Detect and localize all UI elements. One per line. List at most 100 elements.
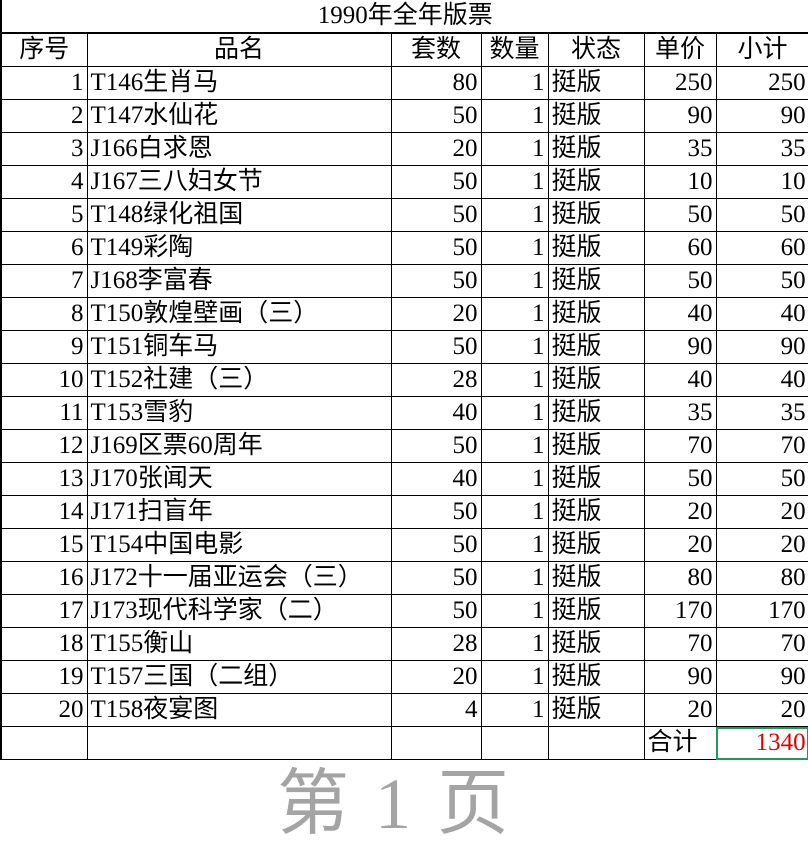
cell-name[interactable]: T155衡山 [86,627,392,661]
header-index[interactable]: 序号 [0,32,88,67]
cell-sets[interactable]: 50 [390,495,482,529]
cell-quantity[interactable]: 1 [480,429,549,463]
cell-unit-price[interactable]: 10 [643,165,717,199]
cell-name[interactable]: T152社建（三） [86,363,392,397]
cell-name[interactable]: T153雪豹 [86,396,392,430]
cell-quantity[interactable]: 1 [480,132,549,166]
cell-unit-price[interactable]: 50 [643,462,717,496]
cell-name[interactable]: T158夜宴图 [86,693,392,727]
cell-status[interactable]: 挺版 [547,429,645,463]
cell-unit-price[interactable]: 50 [643,264,717,298]
cell-index[interactable]: 9 [0,330,88,364]
cell-subtotal[interactable]: 90 [715,330,808,364]
cell-unit-price[interactable]: 90 [643,330,717,364]
cell-unit-price[interactable]: 90 [643,99,717,133]
cell-unit-price[interactable]: 60 [643,231,717,265]
cell-subtotal[interactable]: 40 [715,297,808,331]
cell-index[interactable]: 6 [0,231,88,265]
empty-cell[interactable] [390,726,482,760]
cell-status[interactable]: 挺版 [547,330,645,364]
cell-status[interactable]: 挺版 [547,297,645,331]
cell-name[interactable]: J171扫盲年 [86,495,392,529]
empty-cell[interactable] [547,726,645,760]
cell-status[interactable]: 挺版 [547,132,645,166]
cell-subtotal[interactable]: 50 [715,198,808,232]
cell-index[interactable]: 13 [0,462,88,496]
cell-subtotal[interactable]: 80 [715,561,808,595]
cell-subtotal[interactable]: 70 [715,627,808,661]
cell-sets[interactable]: 50 [390,561,482,595]
cell-name[interactable]: T154中国电影 [86,528,392,562]
cell-name[interactable]: T157三国（二组） [86,660,392,694]
cell-subtotal[interactable]: 90 [715,660,808,694]
cell-quantity[interactable]: 1 [480,462,549,496]
cell-status[interactable]: 挺版 [547,462,645,496]
cell-index[interactable]: 2 [0,99,88,133]
cell-name[interactable]: J168李富春 [86,264,392,298]
cell-subtotal[interactable]: 70 [715,429,808,463]
cell-status[interactable]: 挺版 [547,99,645,133]
header-name[interactable]: 品名 [86,32,392,67]
cell-index[interactable]: 1 [0,66,88,100]
cell-unit-price[interactable]: 20 [643,528,717,562]
cell-unit-price[interactable]: 250 [643,66,717,100]
cell-quantity[interactable]: 1 [480,594,549,628]
empty-cell[interactable] [480,726,549,760]
cell-quantity[interactable]: 1 [480,561,549,595]
cell-sets[interactable]: 50 [390,264,482,298]
cell-status[interactable]: 挺版 [547,396,645,430]
cell-index[interactable]: 8 [0,297,88,331]
header-status[interactable]: 状态 [547,32,645,67]
cell-sets[interactable]: 28 [390,627,482,661]
cell-subtotal[interactable]: 50 [715,264,808,298]
cell-sets[interactable]: 40 [390,396,482,430]
cell-status[interactable]: 挺版 [547,693,645,727]
cell-name[interactable]: J173现代科学家（二） [86,594,392,628]
cell-sets[interactable]: 20 [390,660,482,694]
cell-subtotal[interactable]: 20 [715,693,808,727]
cell-subtotal[interactable]: 50 [715,462,808,496]
total-value-selected-cell[interactable]: 1340 [715,726,808,760]
cell-quantity[interactable]: 1 [480,660,549,694]
cell-status[interactable]: 挺版 [547,264,645,298]
cell-unit-price[interactable]: 70 [643,627,717,661]
cell-subtotal[interactable]: 40 [715,363,808,397]
header-unit-price[interactable]: 单价 [643,32,717,67]
cell-index[interactable]: 18 [0,627,88,661]
cell-status[interactable]: 挺版 [547,561,645,595]
cell-subtotal[interactable]: 170 [715,594,808,628]
cell-index[interactable]: 11 [0,396,88,430]
cell-name[interactable]: T148绿化祖国 [86,198,392,232]
cell-name[interactable]: T149彩陶 [86,231,392,265]
cell-index[interactable]: 4 [0,165,88,199]
cell-quantity[interactable]: 1 [480,396,549,430]
cell-subtotal[interactable]: 10 [715,165,808,199]
cell-sets[interactable]: 4 [390,693,482,727]
cell-status[interactable]: 挺版 [547,495,645,529]
cell-status[interactable]: 挺版 [547,66,645,100]
cell-name[interactable]: T147水仙花 [86,99,392,133]
cell-quantity[interactable]: 1 [480,627,549,661]
cell-unit-price[interactable]: 20 [643,495,717,529]
cell-subtotal[interactable]: 20 [715,495,808,529]
cell-quantity[interactable]: 1 [480,165,549,199]
cell-quantity[interactable]: 1 [480,330,549,364]
cell-unit-price[interactable]: 35 [643,132,717,166]
cell-unit-price[interactable]: 40 [643,297,717,331]
cell-unit-price[interactable]: 40 [643,363,717,397]
cell-sets[interactable]: 50 [390,594,482,628]
cell-subtotal[interactable]: 20 [715,528,808,562]
cell-quantity[interactable]: 1 [480,198,549,232]
cell-quantity[interactable]: 1 [480,528,549,562]
cell-status[interactable]: 挺版 [547,231,645,265]
header-quantity[interactable]: 数量 [480,32,549,67]
cell-index[interactable]: 14 [0,495,88,529]
cell-subtotal[interactable]: 90 [715,99,808,133]
cell-status[interactable]: 挺版 [547,594,645,628]
cell-quantity[interactable]: 1 [480,495,549,529]
cell-name[interactable]: T151铜车马 [86,330,392,364]
cell-quantity[interactable]: 1 [480,99,549,133]
cell-sets[interactable]: 50 [390,165,482,199]
cell-quantity[interactable]: 1 [480,693,549,727]
cell-subtotal[interactable]: 60 [715,231,808,265]
